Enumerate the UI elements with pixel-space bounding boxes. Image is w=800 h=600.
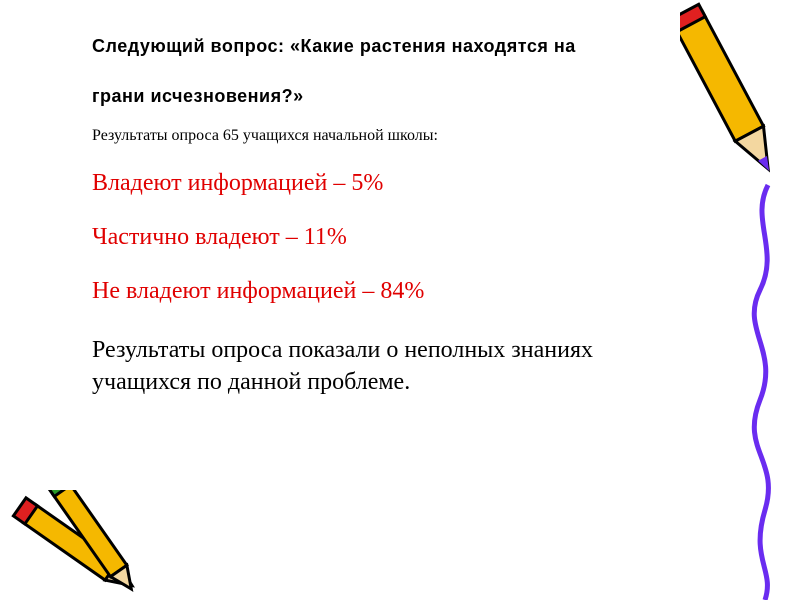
heading-line-2: грани исчезновения?» — [92, 86, 304, 106]
conclusion: Результаты опроса показали о неполных зн… — [92, 337, 593, 395]
heading-line-1: Следующий вопрос: «Какие растения находя… — [92, 36, 576, 56]
result-2: Частично владеют – 11% — [92, 224, 347, 250]
result-3: Не владеют информацией – 84% — [92, 278, 425, 304]
pencils-clipart-icon — [11, 490, 135, 592]
result-1: Владеют информацией – 5% — [92, 170, 384, 196]
pencil-clipart-icon — [680, 2, 771, 600]
subtitle: Результаты опроса 65 учащихся начальной … — [92, 127, 438, 144]
